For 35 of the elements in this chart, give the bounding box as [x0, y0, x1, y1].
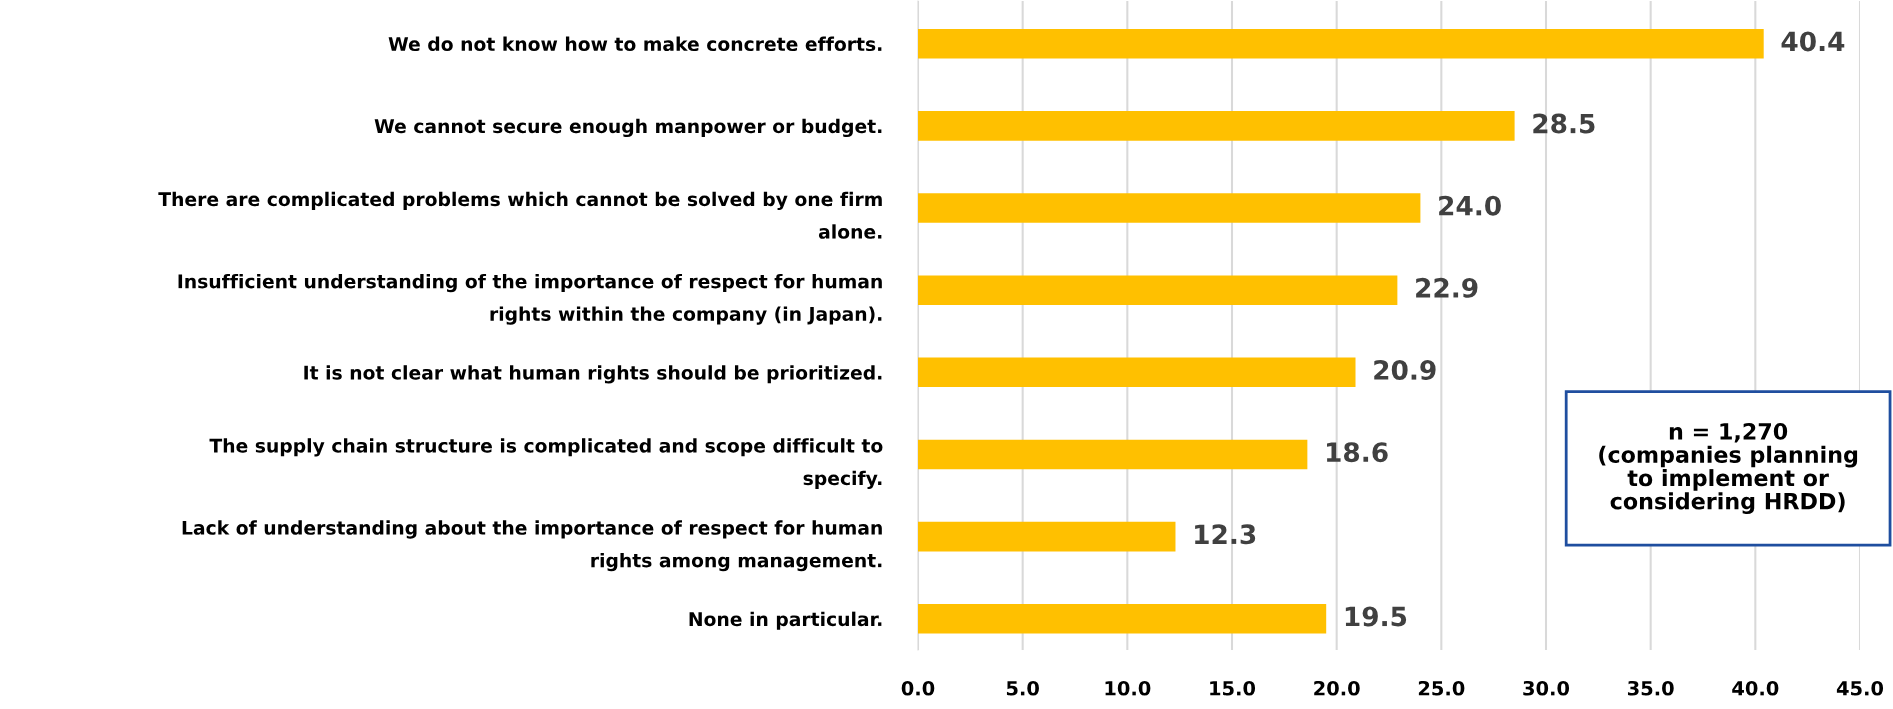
bar [918, 193, 1421, 223]
annotation: n = 1,270 (companies planning to implement or considering HRDD) [1599, 422, 1858, 514]
y-tick-label: The supply chain structure is complicated and scope difficult to specify. [209, 438, 883, 490]
x-tick-label: 0.0 [901, 680, 935, 696]
x-tick-label: 35.0 [1627, 680, 1674, 696]
y-tick-label: We do not know how to make concrete efforts. [388, 36, 882, 52]
data-label: 22.9 [1416, 277, 1478, 298]
bar [918, 111, 1515, 141]
y-tick-label: None in particular. [689, 611, 882, 630]
x-tick-label: 45.0 [1836, 680, 1884, 696]
x-tick-label: 10.0 [1105, 680, 1151, 696]
data-label: 19.5 [1345, 606, 1407, 627]
x-tick-label: 20.0 [1314, 680, 1360, 696]
x-tick-label: 15.0 [1210, 680, 1256, 696]
x-tick-label: 5.0 [1006, 680, 1039, 696]
x-tick-label: 40.0 [1732, 680, 1779, 696]
data-label: 18.6 [1327, 442, 1388, 463]
bar [918, 275, 1398, 305]
y-tick-label: It is not clear what human rights should be prioritized. [304, 365, 882, 384]
x-tick-label: 30.0 [1523, 680, 1570, 696]
y-tick-label: Insufficient understanding of the importance of respect for human rights within the company (in Japan). [178, 273, 882, 325]
data-label: 28.5 [1533, 113, 1595, 134]
bar [918, 521, 1176, 552]
data-label: 24.0 [1439, 195, 1501, 216]
data-label: 40.4 [1781, 31, 1845, 52]
data-label: 12.3 [1195, 524, 1256, 545]
bar [918, 439, 1308, 470]
data-label: 20.9 [1374, 360, 1436, 380]
x-tick-label: 25.0 [1418, 680, 1465, 696]
bar [918, 28, 1764, 59]
bar [918, 603, 1327, 634]
y-tick-label: We cannot secure enough manpower or budget. [374, 118, 882, 138]
bar [918, 357, 1356, 388]
y-tick-label: There are complicated problems which cannot be solved by one firm alone. [158, 191, 882, 239]
y-tick-label: Lack of understanding about the importance of respect for human rights among management. [182, 520, 882, 572]
